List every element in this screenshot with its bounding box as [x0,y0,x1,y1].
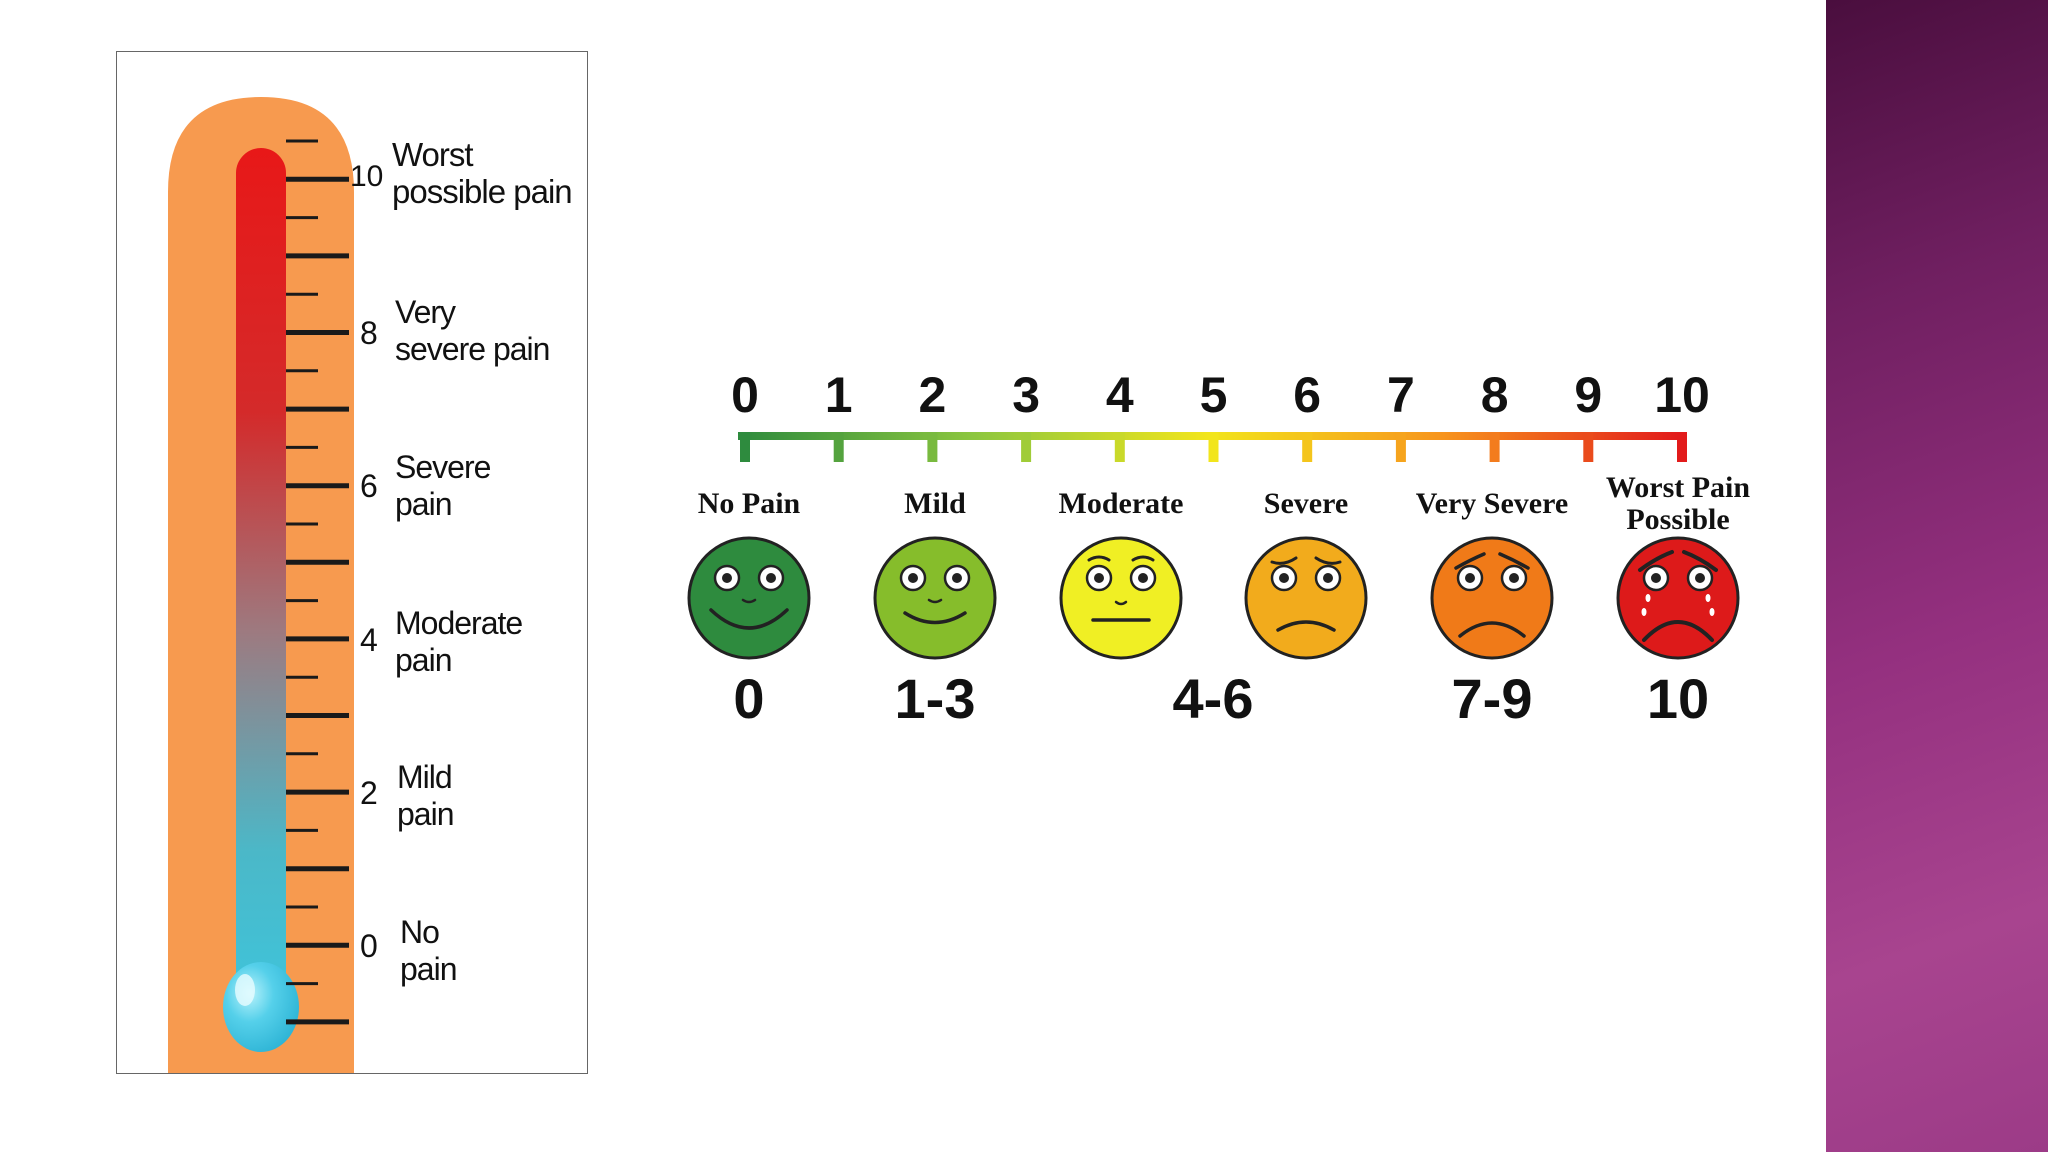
thermometer-number-10: 10 [350,160,384,193]
scale-numbers: 0 1 2 3 4 5 6 7 8 9 10 [731,367,1710,423]
frowning-face-icon [1244,536,1368,660]
crying-face-icon [1616,536,1740,660]
face-label: Very Severe [1416,487,1568,520]
scale-gradient-bar [738,432,1678,440]
face-label: Mild [904,487,966,520]
scale-number-7: 7 [1387,367,1415,423]
scale-tick [927,432,938,462]
scale-number-9: 9 [1574,367,1602,423]
face-labels: No Pain Mild Moderate Severe Very Severe Wors… [698,471,1751,536]
scale-number-6: 6 [1293,367,1321,423]
face-label: Moderate [1059,487,1184,520]
face-label: Worst Pain [1606,471,1750,504]
scale-ticks [740,432,1687,462]
range-label: 0 [733,667,764,730]
thermometer-label-moderate: Moderate pain [395,605,523,678]
scale-number-4: 4 [1106,367,1134,423]
face-label: Possible [1626,503,1729,536]
smiling-face-icon [873,536,997,660]
thermometer-mercury [236,148,286,1028]
face-label: No Pain [698,487,801,520]
range-label: 1-3 [895,667,976,730]
sad-face-icon [1430,536,1554,660]
scale-tick [1021,432,1032,462]
thermometer-label-mild: Mild pain [397,759,454,832]
faces-row [687,536,1740,660]
range-labels: 0 1-3 4-6 7-9 10 [733,667,1709,730]
decorative-side-panel [1826,0,2048,1152]
scale-number-0: 0 [731,367,759,423]
scale-tick [1114,432,1125,462]
scale-tick [1583,432,1594,462]
thermometer-label-severe: Severe pain [395,449,491,522]
scale-number-1: 1 [825,367,853,423]
thermometer-label-no-pain: No pain [400,914,457,987]
range-label: 4-6 [1173,667,1254,730]
thermometer-label-worst: Worst possible pain [392,136,573,210]
thermometer-number-0: 0 [360,928,378,964]
scale-number-5: 5 [1200,367,1228,423]
scale-tick [833,432,844,462]
scale-tick [740,432,750,462]
scale-number-10: 10 [1654,367,1710,423]
scale-tick [1677,432,1687,462]
scale-tick [1395,432,1406,462]
thermometer-graphic [168,97,354,1073]
thermometer-number-4: 4 [360,622,378,658]
thermometer-label-very-severe: Very severe pain [395,294,550,367]
thermometer-number-8: 8 [360,315,378,351]
scale-number-2: 2 [918,367,946,423]
scale-tick [1208,432,1219,462]
thermometer-bulb [223,962,299,1052]
neutral-face-icon [1059,536,1183,660]
thermometer-number-2: 2 [360,775,378,811]
thermometer-number-6: 6 [360,468,378,504]
scale-tick [1302,432,1313,462]
slide-canvas: 10 8 6 4 2 0 Worst possible pain Very se… [116,51,1751,1074]
thermometer-scale-panel: 10 8 6 4 2 0 Worst possible pain Very se… [116,51,588,1074]
faces-pain-scale: 0 1 2 3 4 5 6 7 8 9 10 No Pain Mild Moderate Severe Ve… [687,367,1751,730]
scale-number-3: 3 [1012,367,1040,423]
scale-tick [1489,432,1500,462]
range-label: 10 [1647,667,1709,730]
thermometer-ticks [286,139,349,1025]
range-label: 7-9 [1452,667,1533,730]
happy-face-icon [687,536,811,660]
scale-number-8: 8 [1481,367,1509,423]
face-label: Severe [1264,487,1348,520]
